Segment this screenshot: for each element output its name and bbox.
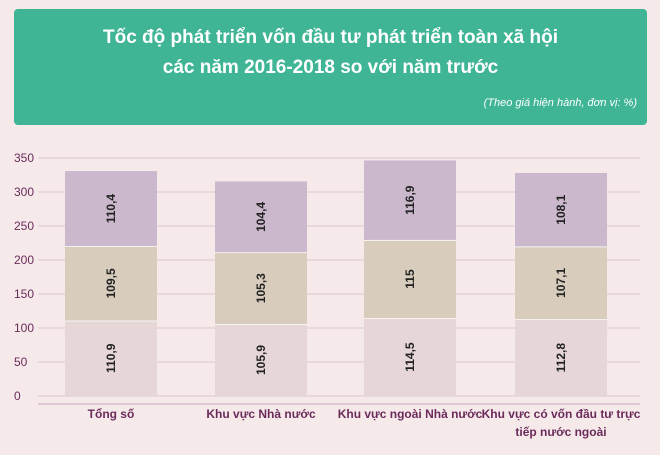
bar-segment bbox=[515, 319, 607, 396]
y-tick-label: 300 bbox=[14, 185, 34, 199]
data-label: 114,5 bbox=[403, 342, 417, 372]
bar-segment bbox=[515, 172, 607, 247]
data-label: 110,4 bbox=[104, 194, 118, 224]
data-label: 112,8 bbox=[554, 343, 568, 373]
y-tick-label: 250 bbox=[14, 219, 34, 233]
y-tick-label: 50 bbox=[14, 355, 28, 369]
data-label: 107,1 bbox=[554, 268, 568, 298]
bar-segment bbox=[364, 160, 456, 240]
bar-segment bbox=[215, 323, 307, 396]
x-category-label: Khu vực Nhà nước bbox=[206, 407, 316, 421]
bar-segment bbox=[215, 252, 307, 324]
data-label: 108,1 bbox=[554, 194, 568, 224]
x-category-label: Khu vực có vốn đầu tư trực bbox=[482, 407, 641, 421]
bar-segment bbox=[364, 318, 456, 396]
bar-segment bbox=[65, 246, 157, 321]
chart-header: Tốc độ phát triển vốn đầu tư phát triển … bbox=[14, 9, 647, 125]
data-label: 105,9 bbox=[254, 345, 268, 375]
y-tick-label: 100 bbox=[14, 321, 34, 335]
data-label: 105,3 bbox=[254, 273, 268, 303]
bar-segment bbox=[65, 320, 157, 396]
x-category-label: Tổng số bbox=[88, 407, 135, 421]
y-tick-label: 200 bbox=[14, 253, 34, 267]
chart-title: Tốc độ phát triển vốn đầu tư phát triển … bbox=[103, 27, 558, 78]
bar-segment bbox=[215, 181, 307, 253]
y-tick-label: 350 bbox=[14, 151, 34, 165]
data-label: 116,9 bbox=[403, 185, 417, 215]
x-category-label: Khu vực ngoài Nhà nước bbox=[338, 407, 483, 421]
x-category-label: tiếp nước ngoài bbox=[515, 425, 606, 439]
data-label: 104,4 bbox=[254, 202, 268, 232]
data-label: 110,9 bbox=[104, 343, 118, 373]
data-label: 115 bbox=[403, 269, 417, 289]
data-label: 109,5 bbox=[104, 268, 118, 298]
bar-segment bbox=[515, 246, 607, 320]
unit-note: (Theo giá hiện hành, đơn vị: %) bbox=[483, 97, 637, 109]
y-tick-label: 0 bbox=[14, 389, 21, 403]
y-tick-label: 150 bbox=[14, 287, 34, 301]
bar-segment bbox=[364, 239, 456, 319]
bar-segment bbox=[65, 171, 157, 247]
